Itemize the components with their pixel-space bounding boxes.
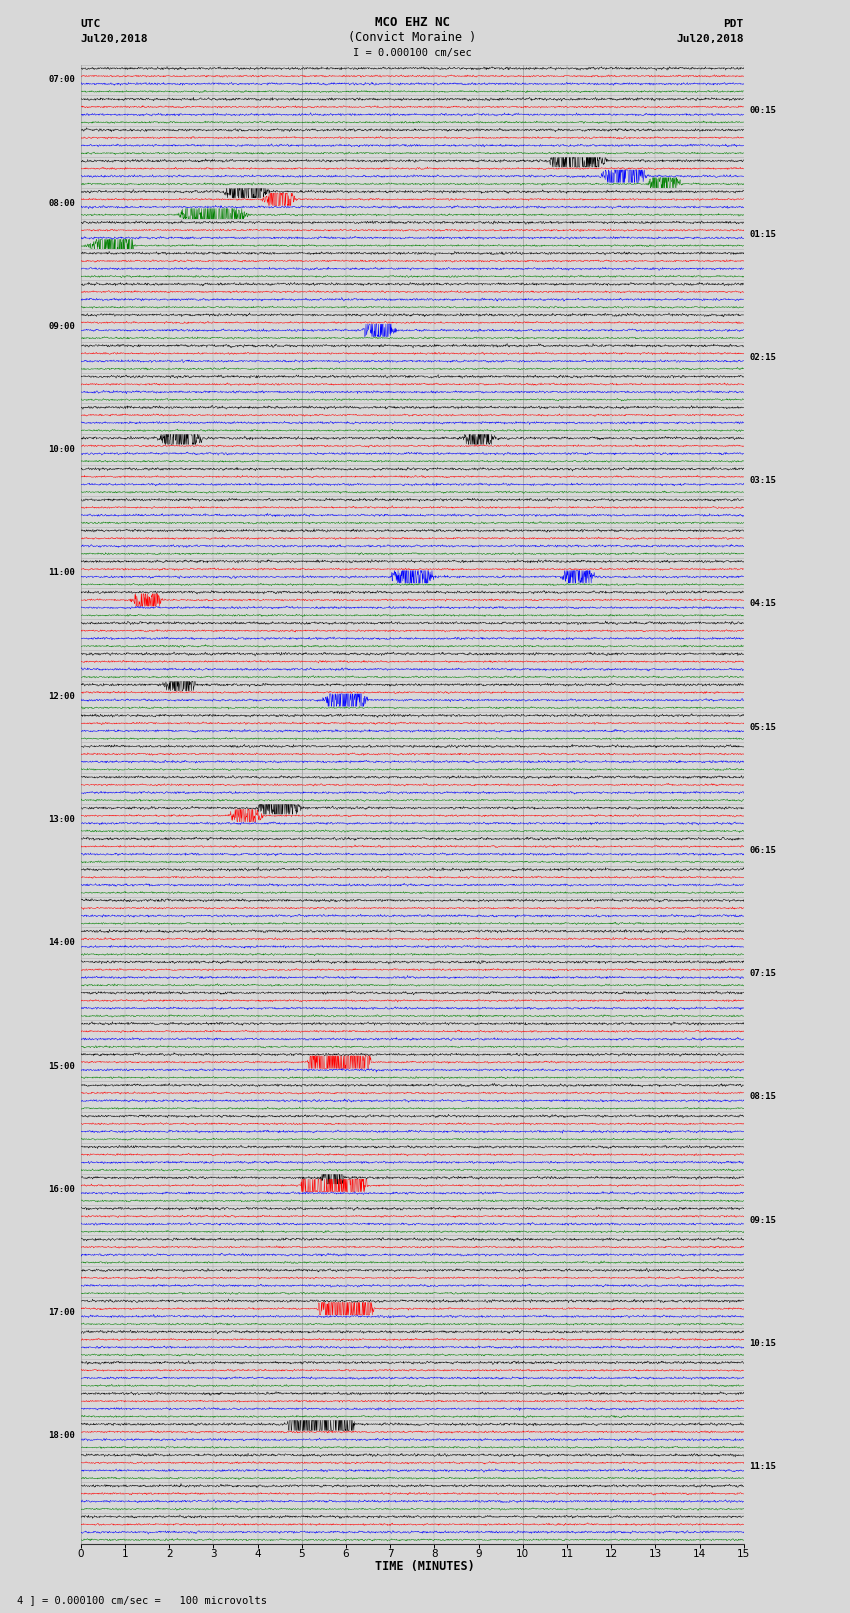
Text: 13:00: 13:00 bbox=[48, 815, 76, 824]
Text: 00:15: 00:15 bbox=[749, 106, 776, 115]
Text: 18:00: 18:00 bbox=[48, 1431, 76, 1440]
Text: 08:15: 08:15 bbox=[749, 1092, 776, 1102]
Text: 4 ] = 0.000100 cm/sec =   100 microvolts: 4 ] = 0.000100 cm/sec = 100 microvolts bbox=[17, 1595, 267, 1605]
Text: Jul20,2018: Jul20,2018 bbox=[81, 34, 148, 44]
Text: 14:00: 14:00 bbox=[48, 939, 76, 947]
Text: 08:00: 08:00 bbox=[48, 198, 76, 208]
Text: TIME (MINUTES): TIME (MINUTES) bbox=[375, 1560, 475, 1573]
Text: 01:15: 01:15 bbox=[749, 229, 776, 239]
Text: MCO EHZ NC: MCO EHZ NC bbox=[375, 16, 450, 29]
Text: 09:15: 09:15 bbox=[749, 1216, 776, 1224]
Text: PDT: PDT bbox=[723, 19, 744, 29]
Text: 07:15: 07:15 bbox=[749, 969, 776, 977]
Text: (Convict Moraine ): (Convict Moraine ) bbox=[348, 31, 476, 44]
Text: I = 0.000100 cm/sec: I = 0.000100 cm/sec bbox=[353, 48, 472, 58]
Text: 03:15: 03:15 bbox=[749, 476, 776, 486]
Text: Jul20,2018: Jul20,2018 bbox=[677, 34, 744, 44]
Text: 07:00: 07:00 bbox=[48, 76, 76, 84]
Text: 10:15: 10:15 bbox=[749, 1339, 776, 1348]
Text: 17:00: 17:00 bbox=[48, 1308, 76, 1318]
Text: 06:15: 06:15 bbox=[749, 845, 776, 855]
Text: 15:00: 15:00 bbox=[48, 1061, 76, 1071]
Text: 11:00: 11:00 bbox=[48, 568, 76, 577]
Text: 11:15: 11:15 bbox=[749, 1461, 776, 1471]
Text: 16:00: 16:00 bbox=[48, 1186, 76, 1194]
Text: 04:15: 04:15 bbox=[749, 600, 776, 608]
Text: 09:00: 09:00 bbox=[48, 323, 76, 331]
Text: 02:15: 02:15 bbox=[749, 353, 776, 361]
Text: 05:15: 05:15 bbox=[749, 723, 776, 732]
Text: 10:00: 10:00 bbox=[48, 445, 76, 455]
Text: 12:00: 12:00 bbox=[48, 692, 76, 700]
Text: UTC: UTC bbox=[81, 19, 101, 29]
